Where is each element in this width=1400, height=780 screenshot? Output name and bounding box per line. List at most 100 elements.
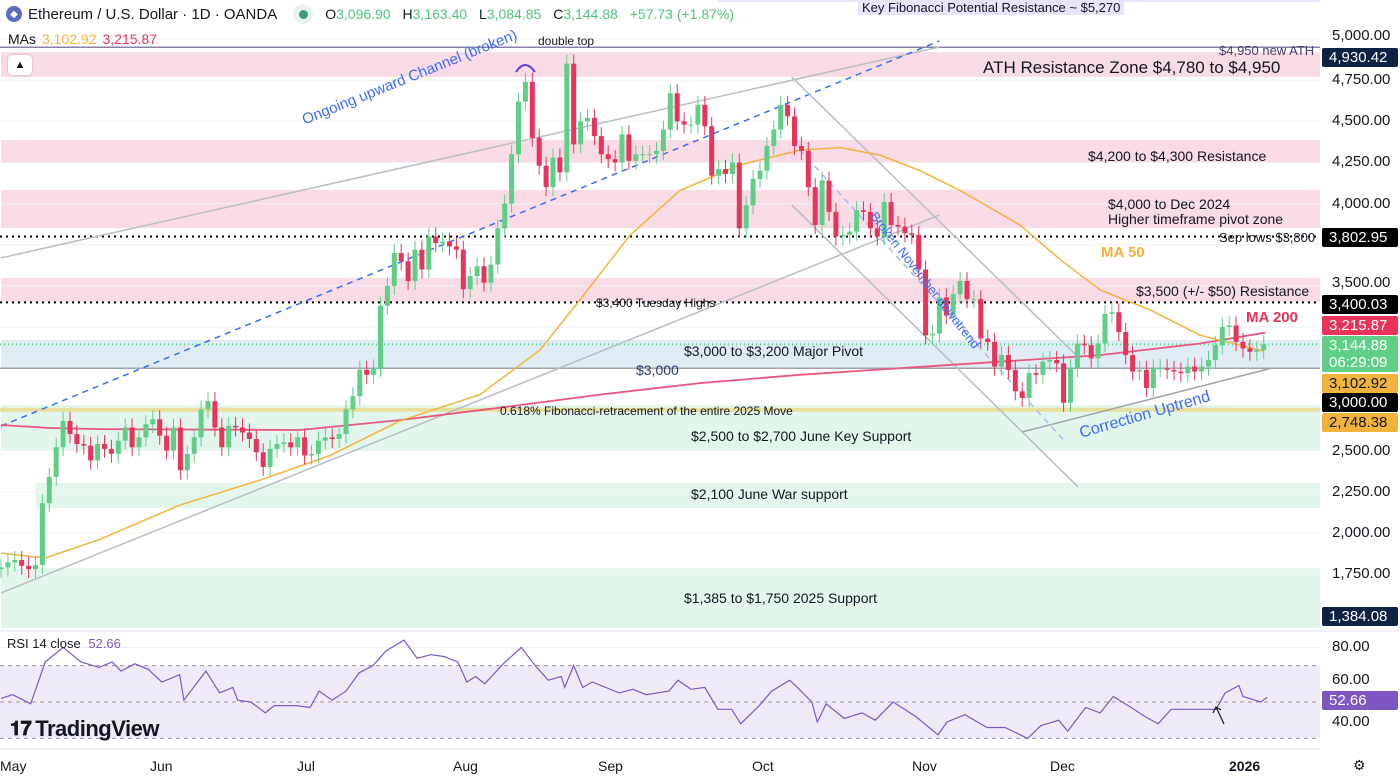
candle-body (999, 355, 1004, 367)
fib-potential-label: Key Fibonacci Potential Resistance ~ $5,… (858, 0, 1125, 15)
candle (157, 410, 163, 445)
candle-body (440, 241, 446, 244)
nov-downtrend-upper (791, 76, 1079, 358)
candle (164, 426, 170, 460)
candle (509, 145, 515, 213)
price-tick: 2,500.00 (1332, 441, 1391, 459)
candle (309, 444, 314, 465)
candle (108, 439, 114, 463)
candle-body (778, 104, 784, 130)
candle (171, 418, 176, 460)
price-tag: 2,748.38 (1322, 413, 1398, 432)
candle-body (764, 146, 770, 171)
candle-body (26, 565, 32, 570)
candle-body (467, 276, 473, 290)
candle-body (343, 409, 349, 435)
candle-body (1074, 343, 1080, 369)
time-label: May (0, 758, 27, 774)
candle (267, 439, 273, 477)
candle-body (936, 297, 942, 334)
candle (1192, 357, 1198, 381)
tradingview-logo[interactable]: 𝟏𝟕 TradingView (10, 716, 159, 741)
candle-body (1116, 312, 1122, 333)
candle (667, 84, 673, 139)
candle-body (992, 341, 998, 367)
candle-body (1240, 341, 1246, 349)
market-status-icon[interactable] (293, 4, 314, 24)
candle-body (95, 443, 101, 461)
ath-line-label: $4,950 new ATH (1219, 43, 1315, 58)
candle (992, 332, 998, 376)
candle (1240, 332, 1246, 358)
candle (391, 244, 397, 295)
candle (1068, 359, 1073, 412)
ma-legend[interactable]: MAs 3,102.92 3,215.87 (8, 31, 157, 47)
candle (1226, 316, 1232, 337)
candle (550, 148, 556, 197)
zone-june-war-support (35, 482, 1320, 509)
candle-body (1123, 332, 1129, 356)
candle-body (1005, 355, 1011, 370)
horizontal-lines-layer (0, 46, 1320, 412)
price-tag: 3,215.87 (1322, 316, 1398, 335)
candle (640, 145, 646, 164)
candle (364, 360, 370, 384)
candle (212, 392, 218, 437)
candle-body (716, 169, 722, 176)
candle (1061, 354, 1067, 412)
candle (1054, 351, 1060, 373)
candle (950, 285, 956, 325)
candle-body (626, 134, 632, 161)
candle (67, 411, 73, 444)
candle-body (605, 154, 611, 160)
candle (322, 428, 328, 450)
price-tag-value: 3,000.00 (1329, 394, 1388, 411)
candle-body (522, 81, 528, 102)
candle-body (1130, 355, 1136, 372)
candle-body (378, 305, 383, 369)
ma50-label: MA 50 (1101, 244, 1145, 261)
time-label: Nov (912, 758, 937, 774)
candle-body (1212, 345, 1218, 361)
candle-body (274, 443, 280, 449)
candle (1095, 334, 1101, 368)
candle-body (81, 443, 87, 446)
candle (605, 145, 611, 169)
candle-body (364, 369, 370, 375)
candle-body (916, 234, 922, 270)
candle (1130, 346, 1136, 381)
candle (1088, 336, 1094, 368)
candle (778, 95, 784, 139)
time-label: Oct (752, 758, 774, 774)
candle (295, 428, 301, 457)
candle-body (785, 104, 791, 117)
time-label: Jun (150, 758, 173, 774)
rsi-legend[interactable]: RSI 14 close 52.66 (7, 636, 121, 651)
candle (95, 434, 101, 470)
candle-body (1219, 327, 1225, 346)
candle-body (1088, 345, 1094, 359)
candle-body (688, 124, 694, 126)
candle (1157, 359, 1163, 378)
ohlc-values: O3,096.90 H3,163.40 L3,084.85 C3,144.88 … (325, 6, 735, 22)
candle (1261, 335, 1267, 360)
collapse-legend-button[interactable]: ▲ (8, 55, 32, 75)
candle (840, 225, 846, 246)
price-tick: 4,000.00 (1332, 194, 1391, 212)
candle-body (1137, 369, 1142, 372)
symbol-legend[interactable]: ◆ Ethereum / U.S. Dollar · 1D · OANDA O3… (6, 4, 742, 24)
candle-body (419, 249, 425, 270)
candle-body (1178, 371, 1184, 374)
candle-body (819, 180, 825, 226)
candle-body (384, 285, 390, 306)
price-tag-value: 2,748.38 (1329, 414, 1388, 431)
candle (122, 418, 128, 450)
candle (1012, 360, 1018, 401)
candle (1206, 351, 1211, 376)
settings-gear-icon[interactable]: ⚙ (1353, 757, 1366, 773)
candle-body (315, 440, 321, 454)
symbol-title: Ethereum / U.S. Dollar · 1D · OANDA (28, 5, 278, 23)
candle-body (1095, 343, 1101, 359)
candle (46, 467, 52, 513)
